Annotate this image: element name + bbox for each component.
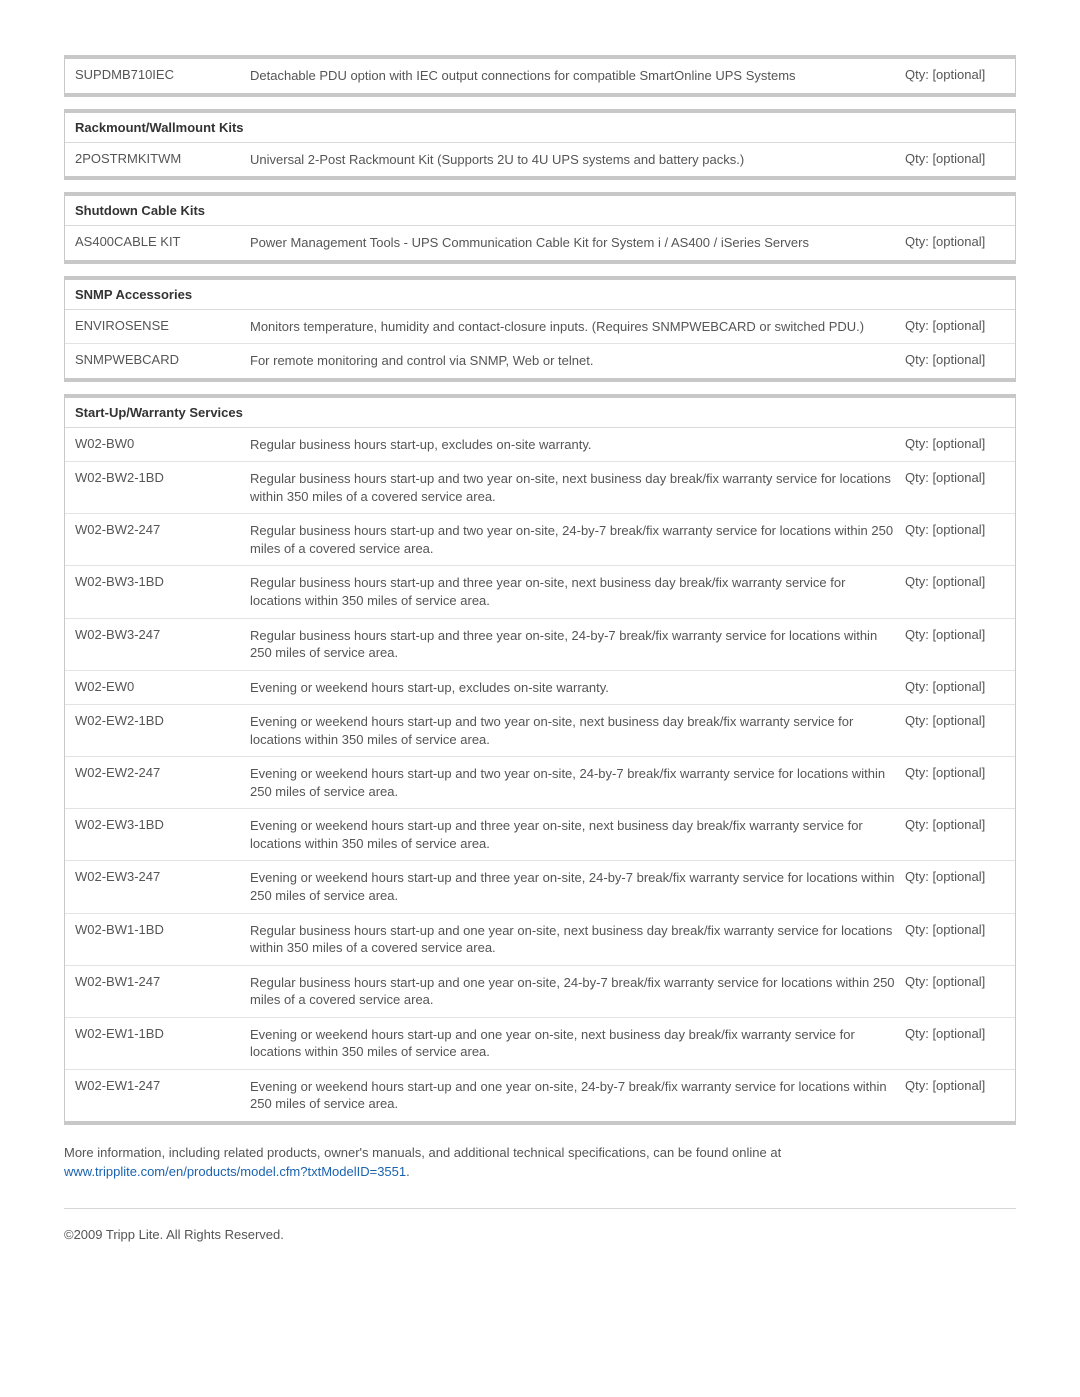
table-row: W02-BW0Regular business hours start-up, …	[65, 428, 1015, 463]
more-info-link[interactable]: www.tripplite.com/en/products/model.cfm?…	[64, 1164, 406, 1179]
table-row: SNMPWEBCARDFor remote monitoring and con…	[65, 344, 1015, 378]
section: Rackmount/Wallmount Kits2POSTRMKITWMUniv…	[64, 109, 1016, 181]
section: SNMP AccessoriesENVIROSENSEMonitors temp…	[64, 276, 1016, 382]
product-description: Evening or weekend hours start-up and tw…	[250, 713, 905, 748]
product-description: Power Management Tools - UPS Communicati…	[250, 234, 905, 252]
table-row: W02-BW1-1BDRegular business hours start-…	[65, 914, 1015, 966]
section: Start-Up/Warranty ServicesW02-BW0Regular…	[64, 394, 1016, 1125]
qty-label: Qty: [optional]	[905, 318, 1005, 336]
product-description: Regular business hours start-up and two …	[250, 522, 905, 557]
table-row: ENVIROSENSEMonitors temperature, humidit…	[65, 310, 1015, 345]
qty-label: Qty: [optional]	[905, 869, 1005, 904]
product-code: W02-BW0	[75, 436, 250, 454]
qty-label: Qty: [optional]	[905, 765, 1005, 800]
product-description: Regular business hours start-up and thre…	[250, 627, 905, 662]
table-row: 2POSTRMKITWMUniversal 2-Post Rackmount K…	[65, 143, 1015, 177]
page: SUPDMB710IEC Detachable PDU option with …	[0, 0, 1080, 1282]
table-row: W02-EW3-1BDEvening or weekend hours star…	[65, 809, 1015, 861]
product-description: Evening or weekend hours start-up and tw…	[250, 765, 905, 800]
section-header: Shutdown Cable Kits	[65, 196, 1015, 226]
product-description: Regular business hours start-up and thre…	[250, 574, 905, 609]
copyright: ©2009 Tripp Lite. All Rights Reserved.	[64, 1227, 1016, 1242]
product-code: AS400CABLE KIT	[75, 234, 250, 252]
qty-label: Qty: [optional]	[905, 817, 1005, 852]
product-code: W02-BW3-247	[75, 627, 250, 662]
product-code: W02-BW1-247	[75, 974, 250, 1009]
product-code: ENVIROSENSE	[75, 318, 250, 336]
product-code: W02-BW3-1BD	[75, 574, 250, 609]
qty-label: Qty: [optional]	[905, 1078, 1005, 1113]
product-code: W02-EW2-1BD	[75, 713, 250, 748]
table-row: W02-EW2-1BDEvening or weekend hours star…	[65, 705, 1015, 757]
product-description: Evening or weekend hours start-up and on…	[250, 1026, 905, 1061]
product-description: Evening or weekend hours start-up and th…	[250, 869, 905, 904]
product-description: Evening or weekend hours start-up, exclu…	[250, 679, 905, 697]
table-row: W02-BW1-247Regular business hours start-…	[65, 966, 1015, 1018]
product-code: W02-EW2-247	[75, 765, 250, 800]
section-header: Rackmount/Wallmount Kits	[65, 113, 1015, 143]
product-code: W02-EW1-247	[75, 1078, 250, 1113]
more-info-lead: More information, including related prod…	[64, 1145, 781, 1160]
table-row: W02-EW2-247Evening or weekend hours star…	[65, 757, 1015, 809]
table-row: W02-EW3-247Evening or weekend hours star…	[65, 861, 1015, 913]
qty-label: Qty: [optional]	[905, 234, 1005, 252]
product-description: Evening or weekend hours start-up and on…	[250, 1078, 905, 1113]
product-description: Detachable PDU option with IEC output co…	[250, 67, 905, 85]
product-code: W02-EW3-247	[75, 869, 250, 904]
product-description: Regular business hours start-up and one …	[250, 922, 905, 957]
product-description: Regular business hours start-up and two …	[250, 470, 905, 505]
qty-label: Qty: [optional]	[905, 627, 1005, 662]
qty-label: Qty: [optional]	[905, 574, 1005, 609]
table-row: W02-EW1-247Evening or weekend hours star…	[65, 1070, 1015, 1121]
product-description: Regular business hours start-up and one …	[250, 974, 905, 1009]
product-code: W02-EW3-1BD	[75, 817, 250, 852]
table-row: AS400CABLE KITPower Management Tools - U…	[65, 226, 1015, 260]
more-info-tail: .	[406, 1164, 410, 1179]
qty-label: Qty: [optional]	[905, 151, 1005, 169]
more-info-note: More information, including related prod…	[64, 1143, 1016, 1182]
product-description: Regular business hours start-up, exclude…	[250, 436, 905, 454]
product-code: W02-EW0	[75, 679, 250, 697]
qty-label: Qty: [optional]	[905, 1026, 1005, 1061]
product-description: Monitors temperature, humidity and conta…	[250, 318, 905, 336]
table-row: W02-BW2-247Regular business hours start-…	[65, 514, 1015, 566]
qty-label: Qty: [optional]	[905, 922, 1005, 957]
product-description: For remote monitoring and control via SN…	[250, 352, 905, 370]
table-row: W02-BW3-1BDRegular business hours start-…	[65, 566, 1015, 618]
table-row: W02-BW2-1BDRegular business hours start-…	[65, 462, 1015, 514]
section-orphan: SUPDMB710IEC Detachable PDU option with …	[64, 55, 1016, 97]
product-code: W02-BW1-1BD	[75, 922, 250, 957]
section-header: Start-Up/Warranty Services	[65, 398, 1015, 428]
product-code: W02-EW1-1BD	[75, 1026, 250, 1061]
qty-label: Qty: [optional]	[905, 470, 1005, 505]
product-code: W02-BW2-1BD	[75, 470, 250, 505]
qty-label: Qty: [optional]	[905, 352, 1005, 370]
section-header: SNMP Accessories	[65, 280, 1015, 310]
qty-label: Qty: [optional]	[905, 67, 1005, 85]
product-code: W02-BW2-247	[75, 522, 250, 557]
qty-label: Qty: [optional]	[905, 436, 1005, 454]
qty-label: Qty: [optional]	[905, 713, 1005, 748]
product-code: SNMPWEBCARD	[75, 352, 250, 370]
table-row: W02-BW3-247Regular business hours start-…	[65, 619, 1015, 671]
product-description: Universal 2-Post Rackmount Kit (Supports…	[250, 151, 905, 169]
product-code: SUPDMB710IEC	[75, 67, 250, 85]
divider	[64, 1208, 1016, 1209]
product-description: Evening or weekend hours start-up and th…	[250, 817, 905, 852]
qty-label: Qty: [optional]	[905, 522, 1005, 557]
qty-label: Qty: [optional]	[905, 974, 1005, 1009]
section: Shutdown Cable KitsAS400CABLE KITPower M…	[64, 192, 1016, 264]
qty-label: Qty: [optional]	[905, 679, 1005, 697]
product-code: 2POSTRMKITWM	[75, 151, 250, 169]
table-row: W02-EW1-1BDEvening or weekend hours star…	[65, 1018, 1015, 1070]
table-row: SUPDMB710IEC Detachable PDU option with …	[65, 59, 1015, 93]
table-row: W02-EW0Evening or weekend hours start-up…	[65, 671, 1015, 706]
